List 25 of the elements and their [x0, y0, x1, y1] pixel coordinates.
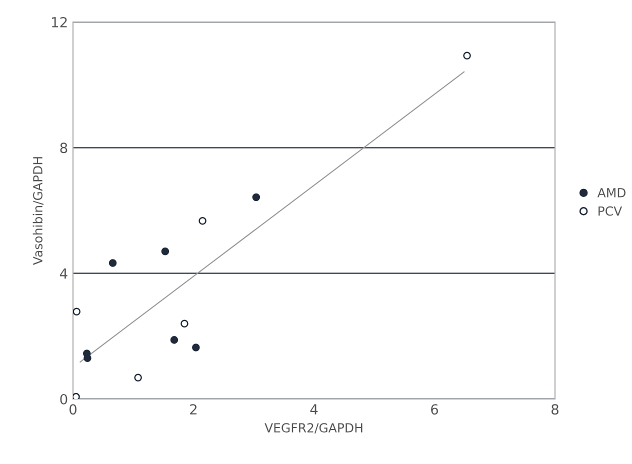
point: [73, 308, 80, 316]
y-axis-title: Vasohibin/GAPDH: [32, 157, 44, 265]
y-tick-label: 4: [60, 268, 68, 279]
point: [198, 216, 206, 225]
y-tick-label: 0: [60, 394, 68, 404]
legend-label: PCV: [598, 206, 622, 216]
x-tick-label: 6: [431, 404, 438, 415]
point: [108, 259, 117, 267]
y-tick-label: 12: [52, 16, 67, 28]
point: [192, 344, 200, 352]
point: [73, 392, 80, 399]
x-tick-label: 4: [310, 404, 318, 414]
x-axis-title: VEGFR2/GAPDH: [264, 423, 362, 434]
point: [180, 320, 188, 328]
point: [170, 336, 178, 344]
point: [134, 374, 142, 382]
point: [161, 247, 170, 256]
x-tick-label: 0: [69, 404, 76, 415]
x-tick-label: 2: [190, 404, 197, 414]
point: [84, 354, 92, 362]
point: [252, 193, 260, 202]
point: [463, 52, 471, 60]
legend-label: AMD: [597, 188, 626, 198]
x-tick-label: 8: [552, 404, 558, 415]
y-tick-label: 8: [60, 142, 68, 154]
